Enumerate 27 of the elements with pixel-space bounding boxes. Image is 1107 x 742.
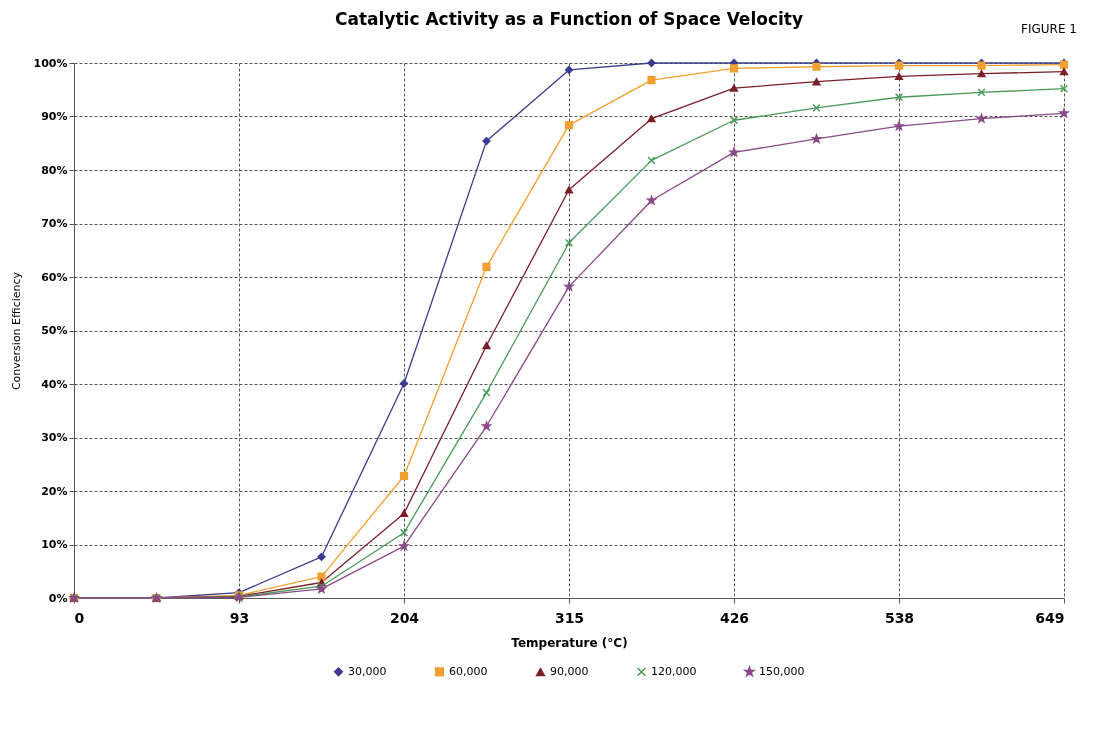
legend-label: 30,000 xyxy=(348,664,387,678)
legend-label: 120,000 xyxy=(651,664,697,678)
x-tick-label: 93 xyxy=(229,609,250,626)
x-tick-label: 649 xyxy=(1035,609,1065,626)
y-tick-label: 10% xyxy=(41,538,68,551)
x-tick-label: 315 xyxy=(554,609,585,626)
y-tick-label: 0% xyxy=(48,591,68,605)
x-tick-label: 538 xyxy=(884,609,915,626)
legend-label: 60,000 xyxy=(449,664,488,678)
x-tick-label: 426 xyxy=(719,609,750,626)
legend-label: 90,000 xyxy=(550,665,589,679)
x-tick-label: 0 xyxy=(74,609,85,626)
y-tick-label: 80% xyxy=(41,163,68,177)
caption: FIGURE 1 xyxy=(1021,22,1077,36)
x-tick-label: 204 xyxy=(389,609,420,626)
y-tick-label: 30% xyxy=(41,431,68,444)
y-tick-label: 50% xyxy=(41,324,68,337)
y-tick-label: 100% xyxy=(33,56,68,70)
x-axis-title: Temperature (°C) xyxy=(511,635,628,650)
y-tick-label: 20% xyxy=(41,484,68,498)
y-tick-label: 40% xyxy=(41,377,68,391)
legend-label: 150,000 xyxy=(759,664,805,678)
y-tick-label: 70% xyxy=(41,217,68,230)
y-tick-label: 90% xyxy=(41,110,68,123)
y-axis-title: Conversion Efficiency xyxy=(9,271,23,391)
y-tick-label: 60% xyxy=(41,270,68,284)
chart-title: Catalytic Activity as a Function of Space Velocity xyxy=(334,8,804,29)
